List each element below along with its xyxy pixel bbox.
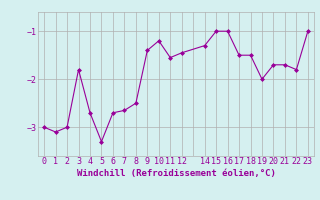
- X-axis label: Windchill (Refroidissement éolien,°C): Windchill (Refroidissement éolien,°C): [76, 169, 276, 178]
